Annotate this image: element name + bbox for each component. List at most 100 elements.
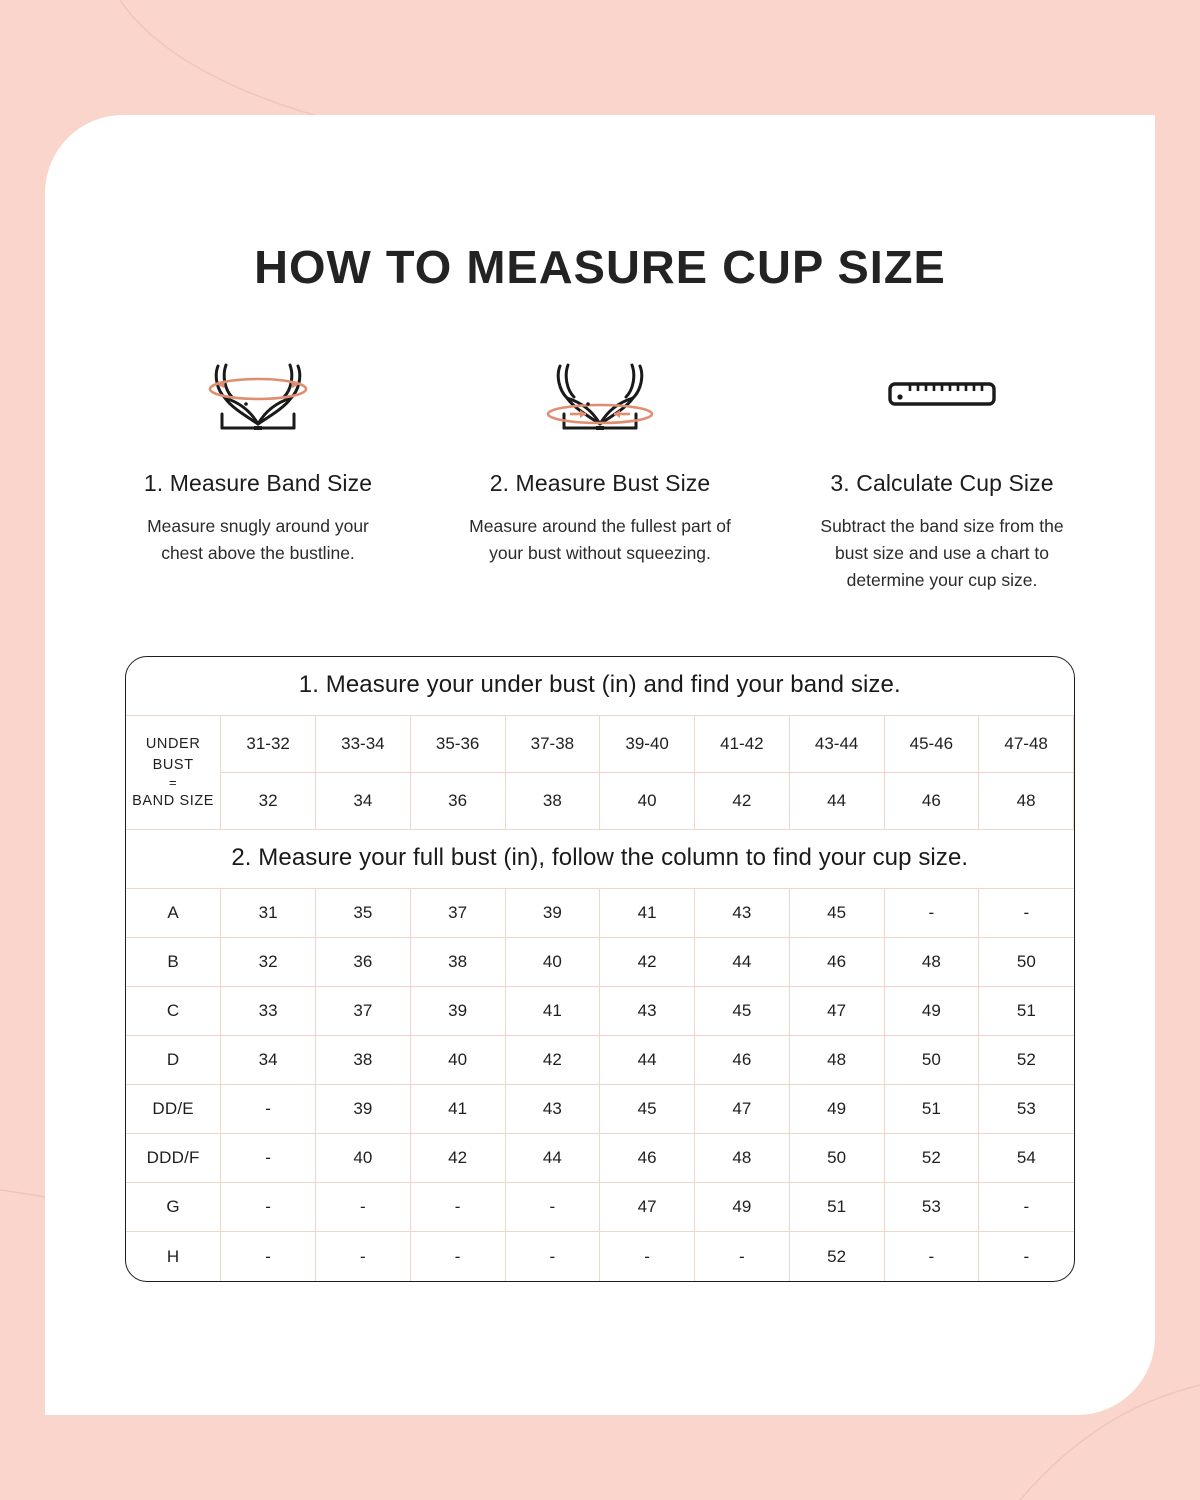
band-size-cell: 42 xyxy=(694,772,790,831)
step-3-title: 3. Calculate Cup Size xyxy=(830,470,1054,496)
under-bust-label: UNDER BUST xyxy=(145,736,201,774)
under-bust-cell: 35-36 xyxy=(409,715,506,774)
cup-value: - xyxy=(315,1182,411,1233)
band-size-cell: 46 xyxy=(883,772,980,831)
under-bust-cell: 39-40 xyxy=(599,715,695,774)
cup-value: 44 xyxy=(694,937,790,988)
cup-value: 47 xyxy=(599,1182,695,1233)
size-chart-body: 1. Measure your under bust (in) and find… xyxy=(126,657,1074,1281)
cup-label: B xyxy=(126,937,222,988)
cup-value: 42 xyxy=(504,1035,601,1086)
cup-value: 51 xyxy=(978,986,1074,1037)
equals-symbol: = xyxy=(169,775,178,791)
cup-value: 45 xyxy=(694,986,790,1037)
cup-value: 43 xyxy=(694,888,790,939)
cup-value: 53 xyxy=(978,1084,1074,1135)
section-2-heading-row: 2. Measure your full bust (in), follow t… xyxy=(126,829,1074,890)
cup-value: 48 xyxy=(788,1035,885,1086)
cup-label: H xyxy=(126,1231,222,1281)
cup-value: 42 xyxy=(599,937,695,988)
cup-value: 49 xyxy=(788,1084,885,1135)
table-row: D 34 38 40 42 44 46 48 50 52 xyxy=(126,1035,1074,1086)
table-row: DDD/F - 40 42 44 46 48 50 52 54 xyxy=(126,1133,1074,1184)
cup-value: - xyxy=(220,1084,316,1135)
step-2-icon-wrap xyxy=(447,352,753,438)
cup-value: - xyxy=(220,1231,316,1281)
cup-value: 37 xyxy=(315,986,411,1037)
cup-value: - xyxy=(220,1133,316,1184)
cup-value: 54 xyxy=(978,1133,1074,1184)
cup-value: 38 xyxy=(409,937,506,988)
cup-value: - xyxy=(978,888,1074,939)
band-size-row: 32 34 36 38 40 42 44 46 48 xyxy=(126,772,1074,831)
steps-section: 1. Measure Band Size Measure snugly arou… xyxy=(45,352,1155,594)
cup-value: 42 xyxy=(409,1133,506,1184)
cup-value: 52 xyxy=(978,1035,1074,1086)
cup-value: 49 xyxy=(694,1182,790,1233)
step-3: 3. Calculate Cup Size Subtract the band … xyxy=(771,352,1113,594)
content-card: HOW TO MEASURE CUP SIZE xyxy=(45,115,1155,1415)
cup-value: 41 xyxy=(599,888,695,939)
cup-value: - xyxy=(409,1182,506,1233)
bra-bust-measure-icon xyxy=(546,363,654,430)
under-bust-cell: 31-32 xyxy=(220,715,316,774)
under-bust-cell: 43-44 xyxy=(788,715,885,774)
cup-value: 31 xyxy=(220,888,316,939)
step-2-description: Measure around the fullest part of your … xyxy=(469,516,731,564)
step-3-description: Subtract the band size from the bust siz… xyxy=(820,516,1064,591)
band-size-cell: 32 xyxy=(220,772,316,831)
cup-value: 46 xyxy=(788,937,885,988)
cup-value: 50 xyxy=(788,1133,885,1184)
size-chart-table: 1. Measure your under bust (in) and find… xyxy=(126,657,1074,1281)
band-size-cell: 40 xyxy=(599,772,695,831)
cup-value: 44 xyxy=(599,1035,695,1086)
cup-value: 33 xyxy=(220,986,316,1037)
table-row: H - - - - - - 52 - - xyxy=(126,1231,1074,1281)
cup-label: DDD/F xyxy=(126,1133,222,1184)
step-2-title: 2. Measure Bust Size xyxy=(489,470,711,496)
cup-value: 50 xyxy=(978,937,1074,988)
cup-value: 51 xyxy=(788,1182,885,1233)
under-bust-cell: 45-46 xyxy=(883,715,980,774)
band-size-cell: 48 xyxy=(978,772,1074,831)
page-title: HOW TO MEASURE CUP SIZE xyxy=(254,241,946,293)
cup-value: - xyxy=(315,1231,411,1281)
table-row: C 33 37 39 41 43 45 47 49 51 xyxy=(126,986,1074,1037)
step-2: 2. Measure Bust Size Measure around the … xyxy=(429,352,771,594)
band-size-label: BAND SIZE xyxy=(132,792,215,809)
step-3-icon-wrap xyxy=(789,352,1095,438)
under-bust-cell: 47-48 xyxy=(978,715,1074,774)
cup-label: DD/E xyxy=(126,1084,222,1135)
cup-value: - xyxy=(409,1231,506,1281)
under-bust-row: UNDER BUST = BAND SIZE 31-32 33-34 35-36… xyxy=(126,715,1074,831)
cup-value: - xyxy=(883,888,980,939)
cup-value: 47 xyxy=(694,1084,790,1135)
cup-value: - xyxy=(978,1182,1074,1233)
cup-label: D xyxy=(126,1035,222,1086)
cup-label: C xyxy=(126,986,222,1037)
table-row: DD/E - 39 41 43 45 47 49 51 53 xyxy=(126,1084,1074,1135)
table-row: B 32 36 38 40 42 44 46 48 50 xyxy=(126,937,1074,988)
cup-value: 52 xyxy=(788,1231,885,1281)
cup-value: 39 xyxy=(315,1084,411,1135)
band-size-cell: 36 xyxy=(409,772,506,831)
under-bust-cell: 37-38 xyxy=(504,715,601,774)
cup-value: - xyxy=(978,1231,1074,1281)
cup-value: 41 xyxy=(504,986,601,1037)
cup-value: 40 xyxy=(409,1035,506,1086)
cup-value: - xyxy=(504,1182,601,1233)
cup-value: 53 xyxy=(883,1182,980,1233)
cup-value: 46 xyxy=(694,1035,790,1086)
cup-value: 40 xyxy=(504,937,601,988)
cup-value: 43 xyxy=(504,1084,601,1135)
cup-value: 35 xyxy=(315,888,411,939)
cup-value: 39 xyxy=(504,888,601,939)
cup-value: - xyxy=(220,1182,316,1233)
table-row: G - - - - 47 49 51 53 - xyxy=(126,1182,1074,1233)
cup-value: 34 xyxy=(220,1035,316,1086)
cup-label: G xyxy=(126,1182,222,1233)
section-1-heading: 1. Measure your under bust (in) and find… xyxy=(126,657,1074,717)
section-2-heading: 2. Measure your full bust (in), follow t… xyxy=(126,829,1074,890)
table-row: A 31 35 37 39 41 43 45 - - xyxy=(126,888,1074,939)
cup-value: 41 xyxy=(409,1084,506,1135)
